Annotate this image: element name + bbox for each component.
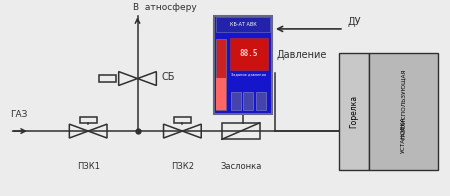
Bar [222,123,260,139]
Bar [339,53,369,170]
Bar [80,117,97,123]
Bar [369,53,438,170]
Text: ГАЗ: ГАЗ [9,111,27,119]
Text: ПЗК2: ПЗК2 [171,162,194,171]
Text: СБ: СБ [162,72,175,82]
Bar [231,92,241,110]
Bar [174,117,191,123]
Text: 88.5: 88.5 [240,49,258,58]
Bar [216,17,270,32]
Text: УСТАНОВКА: УСТАНОВКА [401,117,406,153]
Text: Заслонка: Заслонка [220,162,261,171]
Bar [243,92,253,110]
Text: В  атносферу: В атносферу [133,3,197,12]
Text: Давление: Давление [277,50,327,60]
Text: ПЗК1: ПЗК1 [76,162,99,171]
Bar [216,39,226,110]
Bar [99,75,116,82]
Bar [216,78,226,110]
Text: Задание давления: Задание давления [231,73,266,77]
Text: КБ-АТ АВК: КБ-АТ АВК [230,22,256,27]
Bar [256,92,266,110]
Bar [214,16,272,113]
Text: ДУ: ДУ [347,17,361,27]
Text: ГАЗОИСПОЛЬЗУЮЩАЯ: ГАЗОИСПОЛЬЗУЮЩАЯ [401,69,406,139]
Bar [230,38,268,70]
Text: Горелка: Горелка [350,95,359,128]
